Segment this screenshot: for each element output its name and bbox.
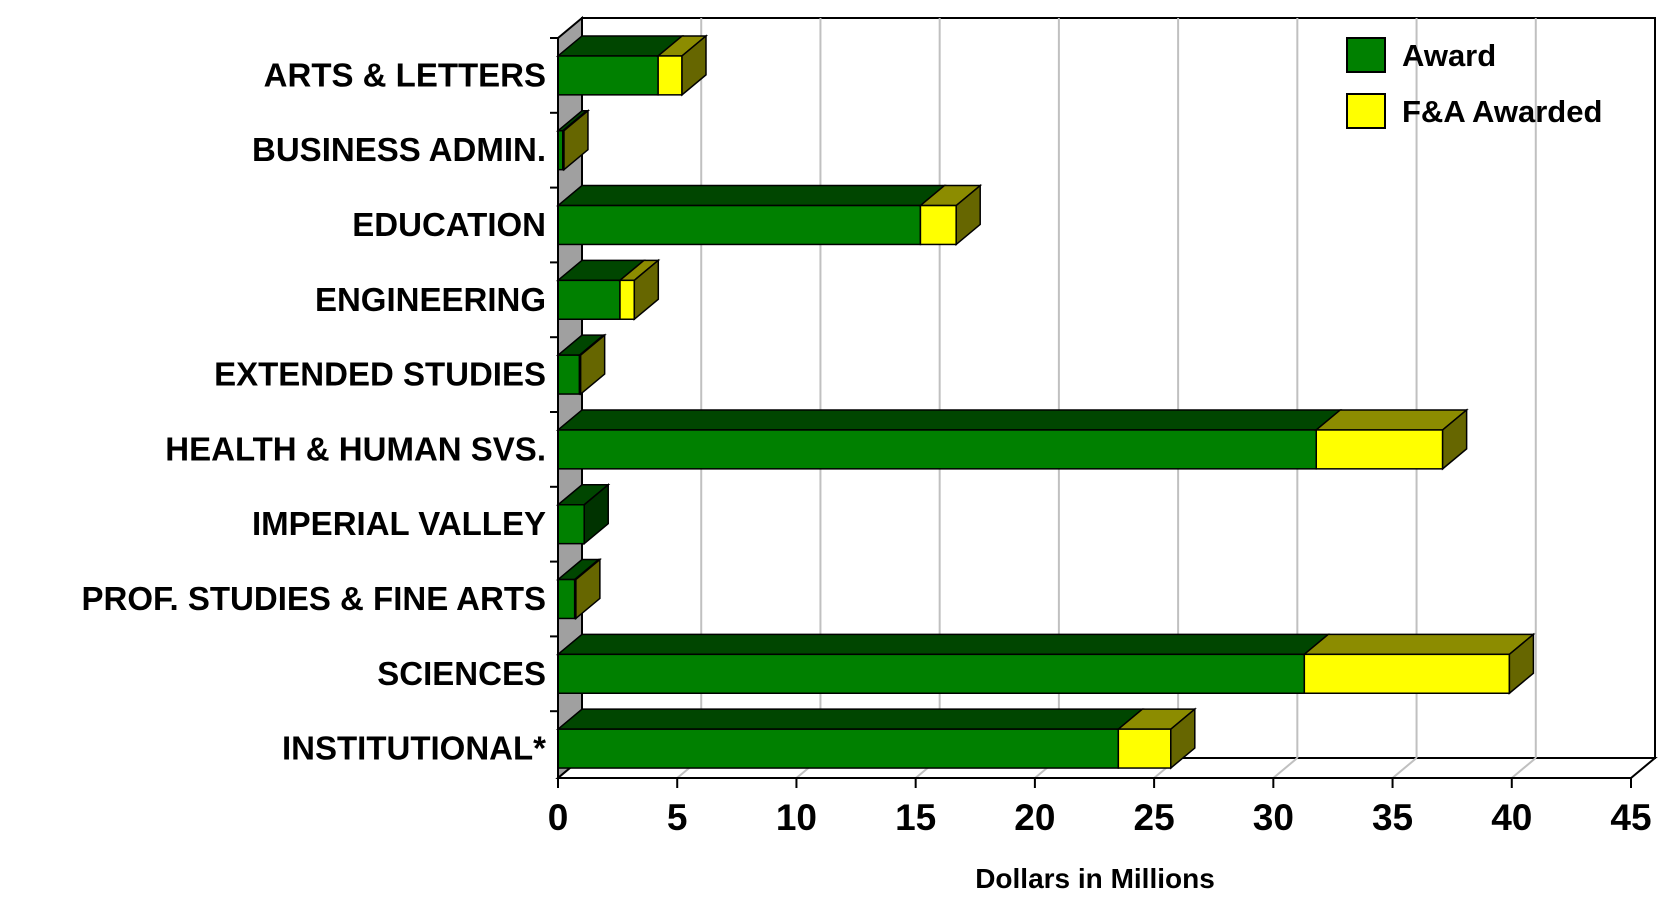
bar-end-7	[575, 557, 601, 621]
bar-0-5	[557, 429, 1318, 470]
category-label: EDUCATION	[352, 206, 546, 243]
category-label: IMPERIAL VALLEY	[252, 505, 546, 542]
bar-1-0	[657, 55, 683, 96]
x-tick-label: 5	[667, 797, 688, 838]
bar-0-7	[557, 578, 576, 620]
bar-1-2	[919, 204, 957, 246]
category-label: SCIENCES	[377, 655, 546, 692]
bar-top-0-2	[555, 184, 947, 207]
category-label: ENGINEERING	[315, 281, 546, 318]
bar-end-9	[1170, 707, 1196, 770]
x-tick-label: 0	[548, 797, 569, 838]
bar-end-0	[681, 34, 707, 97]
bar-end-6	[583, 483, 609, 546]
bar-top-1-5	[1314, 409, 1469, 431]
bar-0-6	[557, 504, 585, 545]
legend-label: Award	[1402, 38, 1496, 73]
x-tick-label: 45	[1610, 797, 1651, 838]
x-axis-title: Dollars in Millions	[975, 863, 1215, 894]
legend-swatch	[1346, 93, 1386, 129]
bar-1-5	[1315, 429, 1444, 470]
bar-top-0-9	[555, 708, 1145, 730]
bar-1-3	[619, 279, 636, 320]
gridline-floor	[1272, 757, 1298, 779]
x-tick-label: 15	[895, 797, 936, 838]
legend-swatch	[1346, 37, 1386, 73]
bars-group	[555, 34, 1536, 770]
bar-1-8	[1303, 653, 1511, 694]
x-tick-label: 25	[1134, 797, 1175, 838]
bar-end-3	[633, 258, 660, 321]
x-tick-label: 30	[1253, 797, 1294, 838]
bar-top-0-5	[555, 409, 1343, 431]
category-label: BUSINESS ADMIN.	[252, 131, 546, 168]
x-tick-label: 20	[1014, 797, 1055, 838]
bar-end-8	[1508, 632, 1535, 695]
bar-1-9	[1117, 728, 1172, 769]
legend-label: F&A Awarded	[1402, 94, 1602, 129]
bar-0-9	[557, 728, 1120, 769]
bar-0-3	[557, 279, 621, 320]
x-tick-label: 40	[1491, 797, 1532, 838]
category-label: ARTS & LETTERS	[264, 56, 546, 93]
bar-end-1	[563, 109, 589, 172]
category-label: EXTENDED STUDIES	[214, 356, 546, 393]
gridline-floor	[1511, 757, 1537, 779]
bar-0-0	[557, 55, 659, 96]
gridline-floor	[1391, 757, 1418, 779]
x-tick-label: 10	[776, 797, 817, 838]
category-label: HEALTH & HUMAN SVS.	[165, 430, 546, 467]
bar-end-5	[1441, 408, 1468, 471]
category-label: PROF. STUDIES & FINE ARTS	[82, 580, 546, 617]
axes-group	[550, 37, 1632, 788]
bar-0-8	[557, 653, 1306, 694]
legend: Award F&A Awarded	[1346, 37, 1602, 129]
bar-end-4	[579, 333, 606, 396]
category-label: INSTITUTIONAL*	[282, 730, 546, 767]
bar-end-2	[955, 183, 981, 247]
bar-0-4	[557, 354, 581, 395]
x-tick-labels: 0 5 10 15 20 25 30 35 40 45	[548, 797, 1652, 838]
bar-top-0-8	[555, 633, 1331, 656]
x-tick-label: 35	[1372, 797, 1413, 838]
bar-top-1-8	[1302, 633, 1536, 656]
bar-0-2	[557, 204, 922, 246]
category-labels: ARTS & LETTERS BUSINESS ADMIN. EDUCATION EN…	[82, 56, 547, 766]
